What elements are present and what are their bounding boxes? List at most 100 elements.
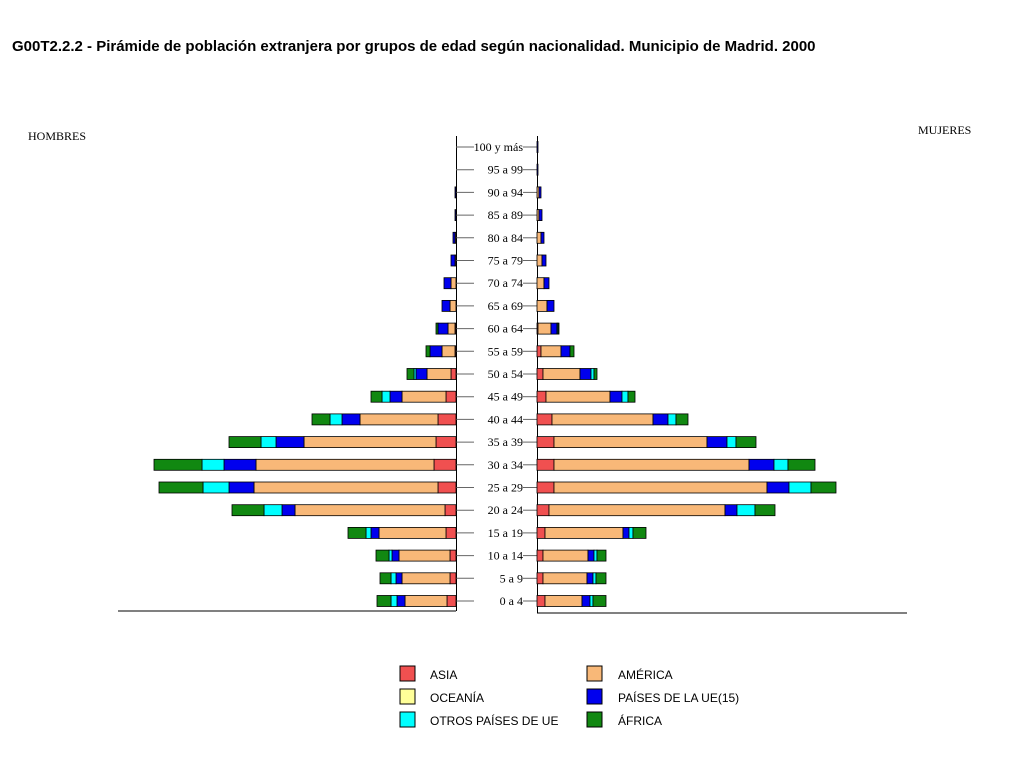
- hombres-bar-segment: [437, 322, 449, 335]
- mujeres-bar-segment: [542, 368, 581, 380]
- age-group-label: 15 a 19: [488, 526, 523, 540]
- mujeres-bar-segment: [621, 390, 629, 403]
- hombres-bar-segment: [379, 572, 392, 585]
- mujeres-bar-segment: [667, 413, 677, 426]
- age-group-label: 60 a 64: [488, 322, 523, 336]
- mujeres-bar-segment: [553, 481, 768, 494]
- age-group-label: 90 a 94: [488, 185, 523, 199]
- mujeres-bar-segment: [592, 572, 597, 585]
- mujeres-bar-segment: [546, 299, 555, 312]
- mujeres-bar-segment: [540, 345, 562, 358]
- age-group-label: 5 a 9: [500, 571, 523, 585]
- mujeres-bar-segment: [652, 413, 669, 426]
- hombres-bar-segment: [406, 368, 415, 380]
- mujeres-bar-segment: [536, 368, 544, 380]
- mujeres-bar-segment: [536, 481, 555, 494]
- mujeres-bar-segment: [754, 504, 776, 517]
- mujeres-bar-segment: [560, 345, 571, 358]
- mujeres-bar-segment: [589, 595, 594, 607]
- left-ticks: [456, 146, 474, 602]
- hombres-bar-segment: [378, 527, 447, 539]
- hombres-bar-segment: [281, 504, 296, 517]
- mujeres-bars: [536, 141, 837, 607]
- hombres-bar-segment: [153, 458, 203, 471]
- mujeres-bar-segment: [553, 458, 750, 471]
- hombres-bar-segment: [370, 527, 380, 539]
- age-group-label: 0 a 4: [500, 594, 523, 608]
- age-group-label: 20 a 24: [488, 503, 523, 517]
- mujeres-bar-segment: [593, 549, 598, 562]
- mujeres-bar-segment: [536, 572, 544, 585]
- mujeres-bar-segment: [586, 572, 594, 585]
- legend-label: PAÍSES DE LA UE(15): [618, 690, 739, 705]
- hombres-bar-segment: [311, 413, 331, 426]
- mujeres-bar-segment: [536, 277, 545, 290]
- hombres-bar-segment: [401, 390, 447, 403]
- mujeres-bar-segment: [724, 504, 738, 517]
- legend-swatch: [586, 665, 603, 682]
- hombres-bar-segment: [452, 231, 456, 244]
- hombres-bar-segment: [341, 413, 361, 426]
- hombres-bar-segment: [260, 436, 277, 449]
- age-group-label: 55 a 59: [488, 344, 523, 358]
- age-group-label: 100 y más: [474, 140, 524, 154]
- age-group-label: 45 a 49: [488, 390, 523, 404]
- mujeres-bar-segment: [595, 572, 607, 585]
- age-group-label: 40 a 44: [488, 412, 523, 426]
- hombres-bar-segment: [347, 527, 367, 539]
- age-group-label: 65 a 69: [488, 299, 523, 313]
- hombres-bar-segment: [449, 572, 457, 585]
- mujeres-bar-segment: [544, 595, 583, 607]
- legend: ASIA OCEANÍA OTROS PAÍSES DE UE AMÉRICA PAÍS…: [399, 665, 739, 728]
- hombres-bars: [153, 186, 457, 607]
- hombres-bar-segment: [454, 186, 457, 199]
- age-group-labels: 100 y más 95 a 99 90 a 94 85 a 89 80 a 84 75 …: [474, 140, 524, 608]
- hombres-bar-segment: [396, 595, 406, 607]
- hombres-bar-segment: [449, 549, 457, 562]
- hombres-bar-segment: [441, 299, 451, 312]
- mujeres-bar-segment: [536, 254, 543, 267]
- mujeres-bar-segment: [590, 368, 595, 380]
- hombres-bar-segment: [255, 458, 435, 471]
- mujeres-bar-segment: [581, 595, 591, 607]
- age-group-label: 30 a 34: [488, 458, 523, 472]
- mujeres-bar-segment: [609, 390, 623, 403]
- mujeres-bar-segment: [544, 527, 624, 539]
- left-side-label: HOMBRES: [28, 129, 86, 143]
- mujeres-bar-segment: [675, 413, 689, 426]
- mujeres-bar-segment: [548, 504, 726, 517]
- mujeres-bar-segment: [773, 458, 789, 471]
- hombres-bar-segment: [202, 481, 230, 494]
- mujeres-bar-segment: [787, 458, 816, 471]
- hombres-bar-segment: [228, 481, 255, 494]
- mujeres-bar-segment: [536, 458, 555, 471]
- mujeres-bar-segment: [628, 527, 634, 539]
- mujeres-bar-segment: [545, 390, 611, 403]
- legend-label: AMÉRICA: [618, 667, 673, 682]
- mujeres-bar-segment: [551, 413, 654, 426]
- age-group-label: 80 a 84: [488, 231, 523, 245]
- mujeres-bar-segment: [593, 368, 598, 380]
- mujeres-bar-segment: [536, 299, 548, 312]
- hombres-bar-segment: [365, 527, 372, 539]
- age-group-label: 75 a 79: [488, 254, 523, 268]
- mujeres-bar-segment: [766, 481, 790, 494]
- hombres-bar-segment: [391, 549, 400, 562]
- mujeres-bar-segment: [632, 527, 647, 539]
- mujeres-bar-segment: [542, 549, 589, 562]
- hombres-bar-segment: [228, 436, 262, 449]
- hombres-bar-segment: [381, 390, 391, 403]
- mujeres-bar-segment: [537, 322, 552, 335]
- hombres-bar-segment: [231, 504, 265, 517]
- mujeres-bar-segment: [736, 504, 756, 517]
- hombres-bar-segment: [223, 458, 257, 471]
- hombres-bar-segment: [445, 390, 457, 403]
- hombres-bar-segment: [441, 345, 456, 358]
- hombres-bar-segment: [437, 413, 457, 426]
- right-ticks: [523, 146, 537, 602]
- hombres-bar-segment: [435, 436, 457, 449]
- mujeres-bar-segment: [541, 254, 547, 267]
- hombres-bar-segment: [370, 390, 383, 403]
- mujeres-bar-segment: [536, 163, 539, 176]
